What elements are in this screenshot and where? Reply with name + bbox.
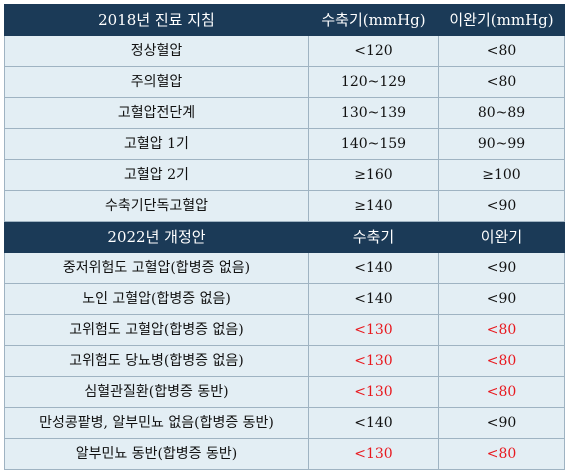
table-row: 고혈압 1기 140~159 90~99 bbox=[4, 128, 565, 160]
row-label: 고혈압 2기 bbox=[4, 159, 309, 191]
diastolic-value: <80 bbox=[438, 66, 565, 98]
systolic-value: <130 bbox=[308, 438, 439, 470]
systolic-value: ≥160 bbox=[308, 159, 439, 191]
header-row-2018: 2018년 진료 지침 수축기(mmHg) 이완기(mmHg) bbox=[4, 4, 565, 36]
table-row: 고위험도 고혈압(합병증 없음) <130 <80 bbox=[4, 314, 565, 346]
row-label: 알부민뇨 동반(합병증 동반) bbox=[4, 438, 309, 470]
diastolic-value: 80~89 bbox=[438, 97, 565, 129]
header-cell-guideline-2022: 2022년 개정안 bbox=[4, 221, 309, 253]
table-row: 고위험도 당뇨병(합병증 없음) <130 <80 bbox=[4, 345, 565, 377]
blood-pressure-table: 2018년 진료 지침 수축기(mmHg) 이완기(mmHg) 정상혈압 <12… bbox=[4, 4, 565, 470]
table-row: 수축기단독고혈압 ≥140 <90 bbox=[4, 190, 565, 222]
header-cell-systolic-2018: 수축기(mmHg) bbox=[308, 4, 439, 36]
systolic-value: <140 bbox=[308, 407, 439, 439]
systolic-value: <130 bbox=[308, 376, 439, 408]
diastolic-value: <90 bbox=[438, 252, 565, 284]
row-label: 주의혈압 bbox=[4, 66, 309, 98]
row-label: 만성콩팥병, 알부민뇨 없음(합병증 동반) bbox=[4, 407, 309, 439]
table-row: 알부민뇨 동반(합병증 동반) <130 <80 bbox=[4, 438, 565, 470]
systolic-value: 130~139 bbox=[308, 97, 439, 129]
table-row: 고혈압전단계 130~139 80~89 bbox=[4, 97, 565, 129]
diastolic-value: 90~99 bbox=[438, 128, 565, 160]
header-cell-guideline-2018: 2018년 진료 지침 bbox=[4, 4, 309, 36]
table-row: 만성콩팥병, 알부민뇨 없음(합병증 동반) <140 <90 bbox=[4, 407, 565, 439]
header-cell-systolic-2022: 수축기 bbox=[308, 221, 439, 253]
diastolic-value: <80 bbox=[438, 376, 565, 408]
row-label: 고혈압 1기 bbox=[4, 128, 309, 160]
systolic-value: ≥140 bbox=[308, 190, 439, 222]
row-label: 중저위험도 고혈압(합병증 없음) bbox=[4, 252, 309, 284]
diastolic-value: <90 bbox=[438, 283, 565, 315]
row-label: 고혈압전단계 bbox=[4, 97, 309, 129]
diastolic-value: <80 bbox=[438, 314, 565, 346]
header-row-2022: 2022년 개정안 수축기 이완기 bbox=[4, 221, 565, 253]
systolic-value: <130 bbox=[308, 345, 439, 377]
systolic-value: <130 bbox=[308, 314, 439, 346]
systolic-value: 120~129 bbox=[308, 66, 439, 98]
row-label: 수축기단독고혈압 bbox=[4, 190, 309, 222]
table-row: 심혈관질환(합병증 동반) <130 <80 bbox=[4, 376, 565, 408]
diastolic-value: <80 bbox=[438, 345, 565, 377]
row-label: 심혈관질환(합병증 동반) bbox=[4, 376, 309, 408]
row-label: 고위험도 고혈압(합병증 없음) bbox=[4, 314, 309, 346]
systolic-value: <140 bbox=[308, 283, 439, 315]
header-cell-diastolic-2022: 이완기 bbox=[438, 221, 565, 253]
diastolic-value: <90 bbox=[438, 407, 565, 439]
table-row: 노인 고혈압(합병증 없음) <140 <90 bbox=[4, 283, 565, 315]
diastolic-value: <80 bbox=[438, 35, 565, 67]
systolic-value: <120 bbox=[308, 35, 439, 67]
table-row: 고혈압 2기 ≥160 ≥100 bbox=[4, 159, 565, 191]
diastolic-value: ≥100 bbox=[438, 159, 565, 191]
systolic-value: 140~159 bbox=[308, 128, 439, 160]
row-label: 노인 고혈압(합병증 없음) bbox=[4, 283, 309, 315]
table-row: 주의혈압 120~129 <80 bbox=[4, 66, 565, 98]
table-row: 정상혈압 <120 <80 bbox=[4, 35, 565, 67]
header-cell-diastolic-2018: 이완기(mmHg) bbox=[438, 4, 565, 36]
row-label: 정상혈압 bbox=[4, 35, 309, 67]
diastolic-value: <90 bbox=[438, 190, 565, 222]
row-label: 고위험도 당뇨병(합병증 없음) bbox=[4, 345, 309, 377]
diastolic-value: <80 bbox=[438, 438, 565, 470]
systolic-value: <140 bbox=[308, 252, 439, 284]
table-row: 중저위험도 고혈압(합병증 없음) <140 <90 bbox=[4, 252, 565, 284]
